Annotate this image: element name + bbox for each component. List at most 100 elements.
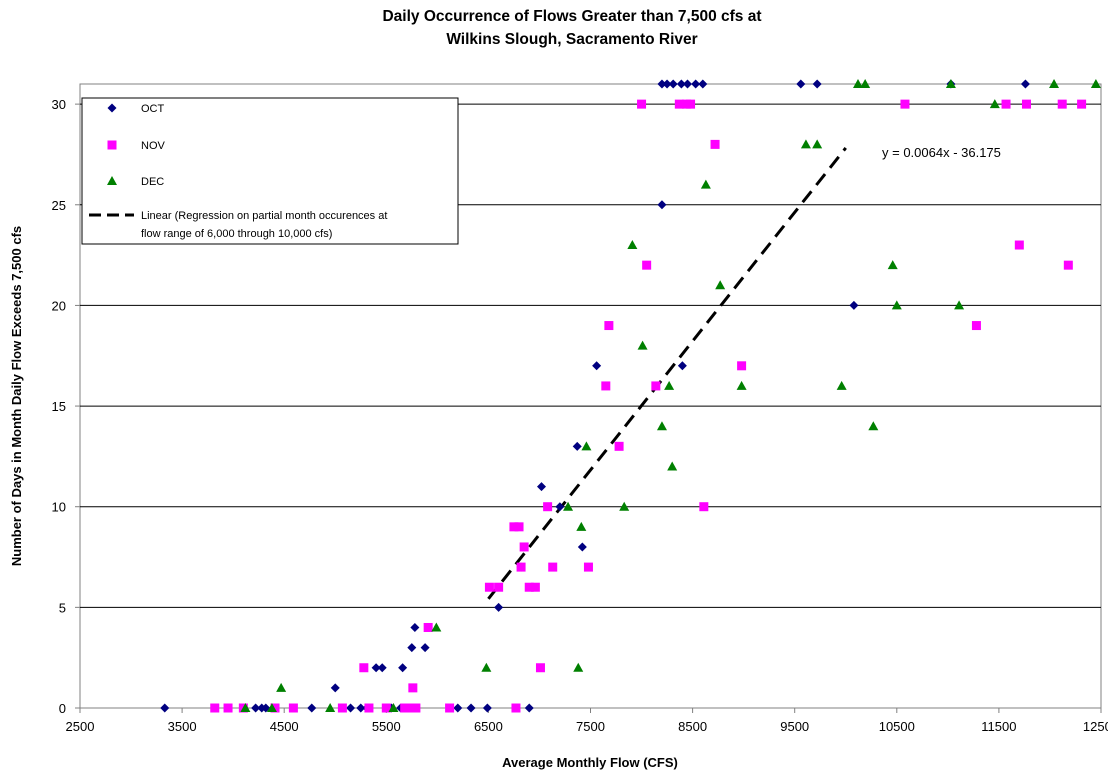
point-oct-1 (251, 703, 261, 713)
point-nov-38 (710, 139, 720, 149)
y-tick-label-5: 5 (59, 600, 66, 615)
point-oct-4 (307, 703, 317, 713)
x-tick-label-10500: 10500 (879, 719, 915, 734)
point-oct-34 (676, 79, 686, 89)
point-oct-9 (371, 663, 381, 673)
point-dec-25 (868, 421, 879, 431)
point-nov-4 (288, 703, 298, 713)
point-oct-36 (691, 79, 701, 89)
y-tick-label-25: 25 (52, 198, 66, 213)
point-nov-7 (364, 703, 374, 713)
point-nov-3 (270, 703, 280, 713)
point-nov-21 (519, 542, 529, 552)
point-oct-31 (657, 79, 667, 89)
point-nov-31 (637, 99, 647, 109)
point-nov-44 (1057, 99, 1067, 109)
point-nov-24 (535, 663, 545, 673)
point-dec-21 (812, 139, 823, 149)
point-dec-32 (1090, 79, 1101, 88)
chart-title-line-2: Wilkins Slough, Sacramento River (446, 31, 697, 48)
point-oct-18 (453, 703, 463, 713)
point-oct-26 (572, 441, 582, 451)
data-points (160, 79, 1101, 713)
legend-markers (89, 103, 134, 217)
point-nov-5 (337, 703, 347, 713)
point-nov-11 (408, 683, 418, 693)
x-tick-label-4500: 4500 (270, 719, 299, 734)
point-oct-24 (536, 482, 546, 492)
point-oct-10 (377, 663, 387, 673)
point-nov-18 (511, 703, 521, 713)
point-nov-17 (509, 522, 519, 532)
point-oct-35 (682, 79, 692, 89)
series-dec (240, 79, 1101, 712)
point-nov-6 (359, 663, 369, 673)
point-nov-25 (543, 502, 553, 512)
point-nov-15 (484, 582, 494, 592)
point-nov-10 (404, 703, 414, 713)
point-dec-7 (563, 501, 574, 511)
point-dec-14 (656, 421, 667, 431)
y-axis-title: Number of Days in Month Daily Flow Excee… (9, 226, 24, 566)
point-nov-29 (604, 321, 614, 331)
point-nov-23 (530, 582, 540, 592)
point-dec-17 (700, 179, 711, 189)
point-dec-4 (388, 703, 399, 712)
x-axis-title: Average Monthly Flow (CFS) (502, 755, 678, 770)
point-nov-33 (651, 381, 661, 391)
point-dec-11 (619, 501, 630, 511)
point-oct-25 (555, 502, 565, 512)
point-nov-43 (1021, 99, 1031, 109)
point-nov-37 (699, 502, 709, 512)
point-oct-7 (356, 703, 366, 713)
y-tick-label-0: 0 (59, 701, 66, 716)
point-dec-29 (954, 300, 965, 310)
point-nov-45 (1063, 260, 1073, 270)
x-tick-label-12500: 12500 (1083, 719, 1108, 734)
point-oct-27 (577, 542, 587, 552)
legend-label-nov: NOV (141, 140, 166, 152)
trendline-group (487, 146, 847, 600)
point-nov-12 (411, 703, 421, 713)
y-axis-ticks: 0 5 10 15 20 25 30 (52, 97, 80, 716)
point-nov-8 (381, 703, 391, 713)
point-oct-30 (677, 361, 687, 371)
point-nov-0 (210, 703, 220, 713)
point-dec-22 (836, 380, 847, 390)
point-dec-16 (667, 461, 678, 471)
point-nov-28 (601, 381, 611, 391)
regression-trendline (487, 146, 847, 600)
point-oct-19 (466, 703, 476, 713)
point-nov-1 (223, 703, 233, 713)
x-tick-label-11500: 11500 (981, 719, 1016, 734)
point-nov-14 (445, 703, 455, 713)
point-dec-8 (573, 662, 584, 672)
x-tick-label-2500: 2500 (66, 719, 95, 734)
point-dec-27 (891, 300, 902, 310)
point-dec-19 (736, 380, 747, 390)
point-dec-12 (627, 240, 638, 250)
legend-label-dec: DEC (141, 176, 164, 188)
y-tick-label-15: 15 (52, 399, 66, 414)
point-oct-21 (494, 602, 504, 612)
point-oct-39 (812, 79, 822, 89)
point-nov-34 (674, 99, 684, 109)
point-dec-18 (715, 280, 726, 290)
point-dec-1 (266, 703, 277, 712)
point-dec-31 (1049, 79, 1060, 88)
legend-label-linear-line1: Linear (Regression on partial month occu… (141, 210, 387, 222)
point-oct-37 (698, 79, 708, 89)
point-nov-30 (614, 441, 624, 451)
point-oct-6 (346, 703, 356, 713)
point-oct-32 (662, 79, 672, 89)
point-dec-6 (481, 662, 492, 672)
point-oct-38 (796, 79, 806, 89)
point-oct-23 (524, 703, 534, 713)
point-nov-39 (737, 361, 747, 371)
point-oct-33 (668, 79, 678, 89)
point-nov-13 (423, 622, 433, 632)
point-oct-20 (482, 703, 492, 713)
x-tick-label-6500: 6500 (474, 719, 503, 734)
point-oct-28 (592, 361, 602, 371)
point-dec-9 (576, 521, 587, 531)
